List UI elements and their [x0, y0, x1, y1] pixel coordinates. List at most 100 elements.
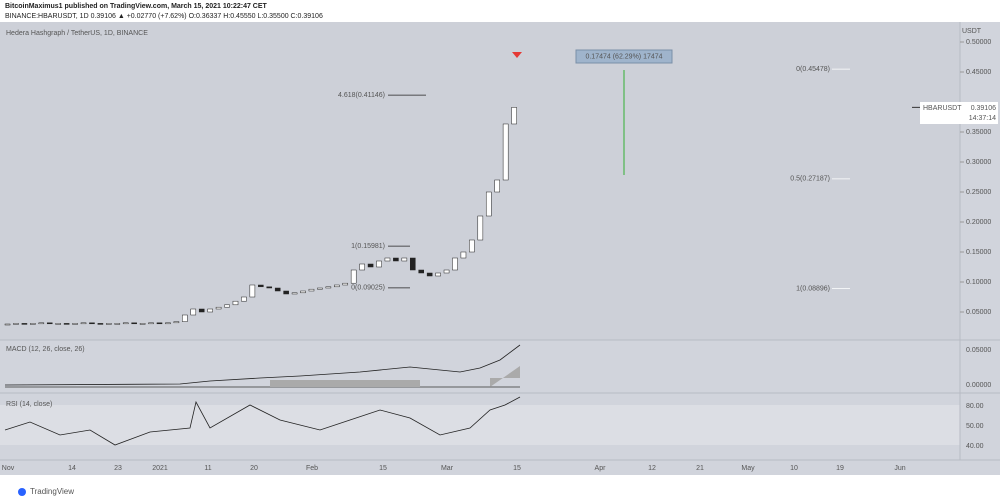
header-line: BINANCE:HBARUSDT, 1D 0.39106 ▲ +0.02770 …	[5, 13, 323, 20]
candle	[114, 323, 121, 325]
price-tag-countdown: 14:37:14	[969, 115, 996, 122]
candle	[426, 272, 433, 277]
candle	[308, 288, 315, 292]
time-axis-label: 15	[513, 465, 521, 472]
time-axis-label: 11	[204, 465, 211, 472]
candle	[55, 323, 61, 325]
candle	[435, 272, 441, 277]
price-tick-label: 0.45000	[966, 69, 991, 76]
red-marker	[512, 52, 522, 58]
candle	[13, 323, 19, 325]
footer-brand: TradingView	[30, 487, 74, 496]
candle	[38, 322, 45, 325]
price-tick-label: 0.15000	[966, 249, 991, 256]
candle	[384, 257, 391, 262]
candle	[89, 322, 95, 325]
fib-label: 1(0.08896)	[796, 285, 830, 292]
time-axis-label: 15	[379, 465, 387, 472]
candle	[350, 269, 357, 284]
price-tick-label: 0.20000	[966, 219, 991, 226]
header-line: BitcoinMaximus1 published on TradingView…	[5, 3, 268, 10]
time-axis-label: 10	[790, 465, 798, 472]
candle	[291, 292, 298, 295]
candle	[401, 257, 408, 262]
rsi-band	[0, 405, 960, 445]
candle	[511, 107, 517, 125]
candle	[122, 322, 129, 325]
candle	[359, 263, 365, 271]
candle	[485, 191, 492, 217]
candle	[334, 284, 340, 288]
candle	[139, 323, 146, 325]
candle	[342, 282, 349, 286]
price-tick-label: 0.25000	[966, 189, 991, 196]
candle	[317, 287, 323, 290]
candle	[30, 323, 36, 325]
candle	[502, 123, 509, 181]
candle	[63, 323, 70, 325]
price-tag-symbol: HBARUSDT	[923, 105, 962, 112]
candle	[72, 323, 78, 325]
candle	[148, 322, 154, 325]
candle	[106, 323, 112, 325]
price-tick-label: 0.30000	[966, 159, 991, 166]
candle	[418, 269, 425, 274]
rsi-title: RSI (14, close)	[6, 401, 52, 408]
macd-title: MACD (12, 26, close, 26)	[6, 346, 85, 353]
candle	[460, 251, 467, 259]
candle	[165, 322, 171, 325]
time-axis-label: 20	[250, 465, 258, 472]
time-axis-label: 23	[114, 465, 122, 472]
candle	[21, 323, 28, 325]
macd-axis: 0.05000	[966, 347, 991, 354]
candle	[494, 179, 500, 193]
price-tag-value: 0.39106	[971, 105, 996, 112]
candle	[469, 239, 475, 253]
candle	[182, 314, 188, 322]
candle	[224, 304, 230, 308]
time-axis-label: Mar	[441, 465, 454, 472]
macd-histogram	[270, 366, 520, 387]
rsi-line	[4, 396, 521, 446]
time-axis-label: 14	[68, 465, 76, 472]
fib-label: 0(0.09025)	[351, 285, 385, 292]
candle	[283, 290, 289, 295]
candle	[131, 322, 137, 325]
time-axis-label: 2021	[152, 465, 168, 472]
macd-line	[4, 344, 521, 386]
time-axis-label: 19	[836, 465, 844, 472]
candle	[266, 286, 273, 289]
candle	[443, 269, 450, 274]
price-tick-label: 0.35000	[966, 129, 991, 136]
price-tick-label: 0.05000	[966, 309, 991, 316]
macd-axis: 0.00000	[966, 382, 991, 389]
candle	[46, 322, 53, 325]
candle	[80, 322, 87, 325]
candle	[198, 308, 205, 313]
rsi-axis: 80.00	[966, 403, 984, 410]
candle	[367, 263, 374, 268]
price-unit: USDT	[962, 28, 982, 35]
candle	[156, 322, 163, 325]
price-tag	[920, 102, 998, 124]
price-tick-label: 0.10000	[966, 279, 991, 286]
pane-title: Hedera Hashgraph / TetherUS, 1D, BINANCE	[6, 30, 148, 37]
time-axis-label: Feb	[306, 465, 318, 472]
candle	[300, 290, 306, 294]
time-axis-label: May	[741, 465, 755, 472]
time-axis-label: 21	[696, 465, 704, 472]
price-tick-label: 0.50000	[966, 39, 991, 46]
candle	[241, 296, 247, 302]
price-pane	[0, 22, 960, 340]
candle	[258, 284, 264, 288]
candle	[376, 260, 382, 268]
candle	[190, 308, 197, 316]
fib-label: 0(0.45478)	[796, 66, 830, 73]
candle	[274, 287, 281, 292]
candle	[232, 300, 239, 306]
candle	[97, 323, 104, 325]
measure-box	[575, 49, 673, 64]
fib-label: 0.5(0.27187)	[790, 176, 830, 183]
candle	[173, 321, 180, 324]
time-axis-label: Apr	[595, 465, 607, 472]
